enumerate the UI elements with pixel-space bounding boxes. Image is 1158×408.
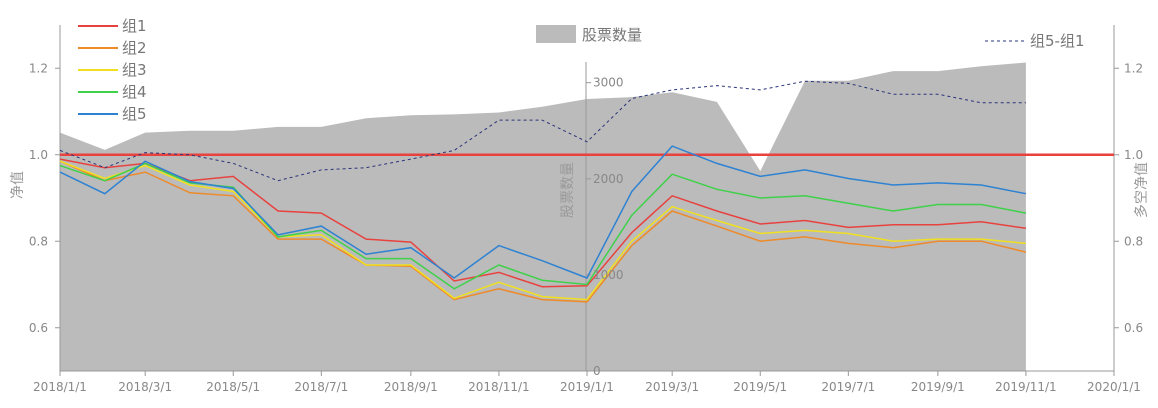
series-line-group-3 bbox=[59, 160, 1026, 301]
series-line-group-1 bbox=[59, 158, 1027, 288]
x-tick-label: 2019/3/1 bbox=[645, 380, 699, 394]
legend-label-group-4: 组4 bbox=[122, 83, 147, 101]
axes-layer bbox=[55, 25, 1119, 376]
left-tick-label: 1.2 bbox=[29, 61, 48, 75]
count-tick-label: 3000 bbox=[593, 76, 624, 90]
series-lines-layer bbox=[59, 80, 1114, 303]
stock-count-area bbox=[60, 62, 1026, 371]
series-line-long-short bbox=[59, 80, 1026, 182]
count-tick-label: 1000 bbox=[593, 268, 624, 282]
legend-long-short: 组5-组1 bbox=[985, 32, 1085, 50]
legend-stock-count-label: 股票数量 bbox=[582, 26, 642, 44]
x-tick-label: 2018/3/1 bbox=[118, 380, 172, 394]
count-axis-title: 股票数量 bbox=[560, 162, 576, 218]
count-tick-label: 2000 bbox=[593, 172, 624, 186]
legend-label-group-3: 组3 bbox=[122, 61, 147, 79]
tick-labels-layer: 2018/1/1 2018/3/1 2018/5/1 2018/7/1 2018/9/1… bbox=[29, 61, 1143, 394]
legend-label-group-2: 组2 bbox=[122, 39, 147, 57]
x-tick-label: 2019/9/1 bbox=[911, 380, 965, 394]
left-tick-label: 1.0 bbox=[29, 148, 48, 162]
right-tick-label: 0.8 bbox=[1124, 234, 1143, 248]
x-tick-label: 2018/11/1 bbox=[468, 380, 530, 394]
legend-label-group-5: 组5 bbox=[122, 105, 147, 123]
right-tick-label: 1.2 bbox=[1124, 61, 1143, 75]
x-tick-label: 2018/7/1 bbox=[294, 380, 348, 394]
legend-long-short-label: 组5-组1 bbox=[1030, 32, 1085, 50]
x-tick-label: 2018/1/1 bbox=[33, 380, 87, 394]
x-tick-label: 2019/5/1 bbox=[733, 380, 787, 394]
right-axis-title: 多空净值 bbox=[1133, 162, 1150, 218]
series-line-group-2 bbox=[59, 160, 1027, 303]
stock-count-area-layer bbox=[60, 62, 1026, 371]
left-tick-label: 0.6 bbox=[29, 321, 48, 335]
right-tick-label: 1.0 bbox=[1124, 148, 1143, 162]
x-tick-label: 2018/5/1 bbox=[206, 380, 260, 394]
right-tick-label: 0.6 bbox=[1124, 321, 1143, 335]
legend-stock-count-swatch bbox=[536, 25, 576, 43]
left-axis-title: 净值 bbox=[10, 171, 26, 199]
legend-label-group-1: 组1 bbox=[122, 17, 147, 35]
legend-groups: 组1 组2 组3 组4 组5 bbox=[78, 17, 147, 123]
x-tick-label: 2019/1/1 bbox=[560, 380, 614, 394]
x-tick-label: 2018/9/1 bbox=[384, 380, 438, 394]
x-tick-label: 2019/7/1 bbox=[821, 380, 875, 394]
left-tick-label: 0.8 bbox=[29, 234, 48, 248]
series-line-group-5 bbox=[59, 145, 1027, 279]
x-tick-label: 2020/1/1 bbox=[1087, 380, 1141, 394]
x-tick-label: 2019/11/1 bbox=[995, 380, 1057, 394]
count-tick-label: 0 bbox=[593, 364, 601, 378]
legend-stock-count: 股票数量 bbox=[536, 25, 642, 44]
